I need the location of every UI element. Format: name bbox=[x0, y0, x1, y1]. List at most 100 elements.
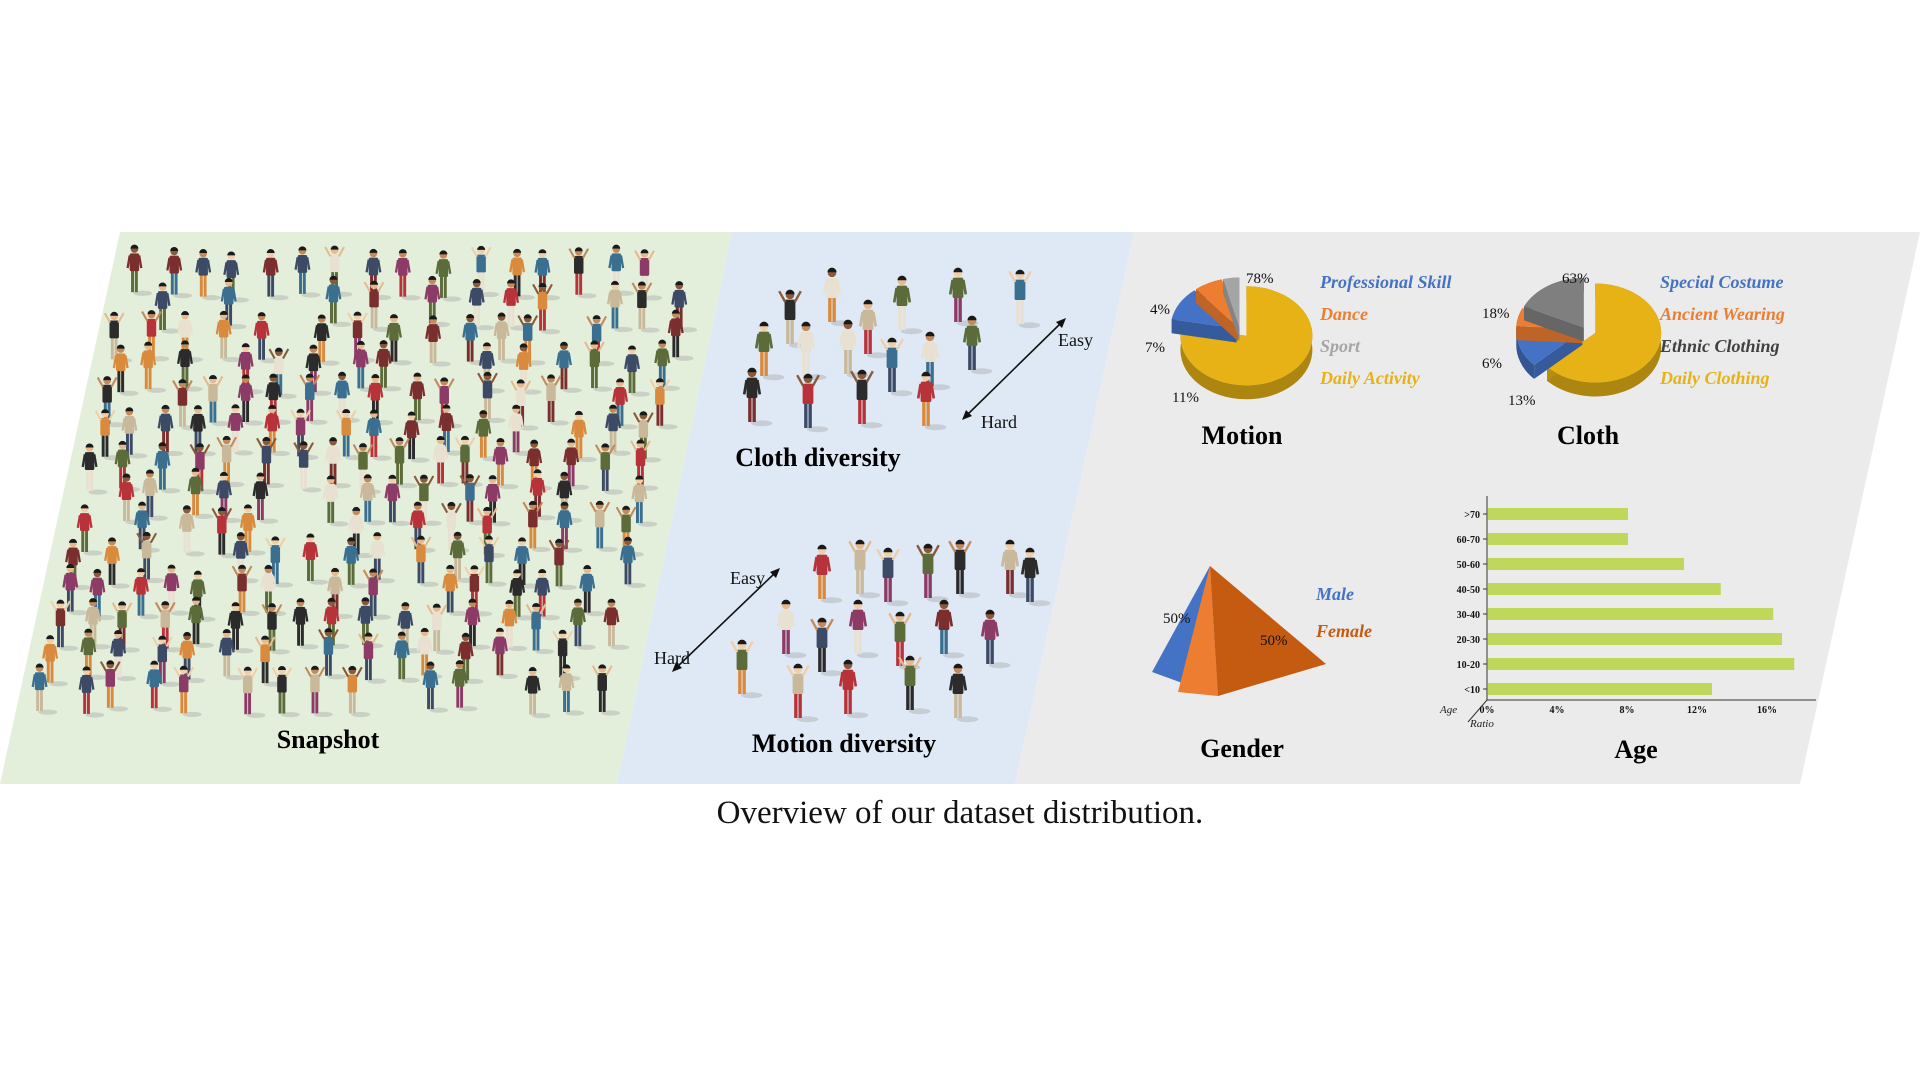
crowd-person bbox=[508, 404, 534, 456]
legend-entry: Daily Clothing bbox=[1659, 368, 1770, 388]
snapshot-crowd bbox=[31, 244, 698, 719]
crowd-person bbox=[322, 475, 349, 527]
crowd-person bbox=[133, 568, 159, 620]
crowd-person bbox=[375, 340, 402, 392]
age-bar bbox=[1488, 508, 1628, 520]
age-bar-chart: >70 60-70 50-60 40-50 30-40 20-30 10-20 <100% 4%… bbox=[1439, 496, 1816, 764]
motion-person bbox=[838, 659, 869, 719]
age-bar bbox=[1488, 658, 1795, 670]
motion-person bbox=[776, 599, 807, 659]
crowd-person bbox=[343, 537, 370, 589]
age-bar bbox=[1488, 683, 1712, 695]
legend-entry: Daily Activity bbox=[1319, 368, 1421, 388]
cloth-person bbox=[796, 373, 829, 433]
y-tick-label: 50-60 bbox=[1457, 560, 1480, 571]
crowd-person bbox=[509, 248, 535, 301]
crowd-person bbox=[239, 504, 266, 556]
crowd-person bbox=[78, 666, 105, 718]
crowd-person bbox=[475, 410, 502, 462]
legend-entry-female: Female bbox=[1315, 621, 1372, 641]
crowd-person bbox=[603, 598, 630, 650]
pie-value-label: 11% bbox=[1172, 390, 1199, 406]
crowd-person bbox=[416, 627, 443, 680]
motion-diversity-people bbox=[730, 539, 1051, 723]
motion-person bbox=[898, 655, 931, 715]
crowd-person bbox=[187, 467, 214, 519]
crowd-person bbox=[42, 635, 68, 687]
crowd-person bbox=[359, 474, 386, 526]
motion-pie-chart: 11% 7% 4% 78% Professional Skill Dance Sport Da… bbox=[1145, 271, 1452, 450]
crowd-person bbox=[386, 314, 412, 366]
legend-entry: Professional Skill bbox=[1319, 272, 1452, 292]
crowd-person bbox=[31, 663, 58, 715]
y-tick-label: >70 bbox=[1464, 510, 1480, 521]
crowd-person bbox=[146, 660, 173, 712]
crowd-person bbox=[348, 506, 375, 559]
crowd-person bbox=[271, 665, 300, 718]
crowd-person bbox=[112, 344, 139, 396]
age-bar bbox=[1488, 558, 1684, 570]
legend-entry: Ethnic Clothing bbox=[1659, 336, 1780, 356]
crowd-person bbox=[299, 373, 328, 425]
cloth-pie-chart: 13% 6% 18% 63% Special Costume Ancient Wearin… bbox=[1482, 271, 1785, 450]
chart-title: Motion bbox=[1202, 421, 1283, 450]
crowd-person bbox=[409, 372, 436, 424]
pyramid-face-female bbox=[1210, 566, 1326, 696]
crowd-person bbox=[261, 603, 290, 655]
pie-value-label: 63% bbox=[1562, 271, 1590, 287]
cloth-person bbox=[796, 321, 827, 381]
motion-person bbox=[848, 599, 879, 659]
motion-person bbox=[812, 544, 843, 604]
crowd-person bbox=[671, 281, 698, 333]
crowd-person bbox=[503, 279, 529, 331]
crowd-person bbox=[540, 374, 569, 426]
crowd-person bbox=[188, 596, 214, 648]
y-tick-label: 60-70 bbox=[1457, 535, 1480, 546]
cloth-hard-label: Hard bbox=[981, 412, 1017, 432]
crowd-person bbox=[435, 250, 462, 302]
crowd-person bbox=[563, 438, 590, 490]
crowd-person bbox=[619, 536, 646, 589]
crowd-person bbox=[323, 597, 350, 649]
motion-diversity-label: Motion diversity bbox=[752, 729, 936, 758]
crowd-person bbox=[556, 341, 582, 393]
motion-easy-label: Easy bbox=[730, 568, 765, 588]
motion-person bbox=[848, 539, 881, 599]
cloth-person bbox=[850, 369, 883, 429]
crowd-person bbox=[594, 443, 624, 495]
cloth-person bbox=[916, 371, 947, 431]
cloth-person bbox=[1008, 269, 1041, 329]
crowd-person bbox=[579, 565, 606, 617]
crowd-person bbox=[524, 667, 551, 719]
cloth-diversity-label: Cloth diversity bbox=[735, 443, 900, 472]
crowd-person bbox=[584, 340, 613, 392]
x-tick-label: 12% bbox=[1687, 705, 1707, 716]
crowd-person bbox=[442, 564, 469, 617]
crowd-person bbox=[318, 628, 347, 680]
crowd-person bbox=[140, 341, 167, 393]
cloth-diversity-people bbox=[742, 267, 1041, 433]
crowd-person bbox=[425, 315, 451, 367]
crowd-person bbox=[151, 635, 181, 687]
crowd-person bbox=[313, 314, 340, 366]
crowd-person bbox=[293, 441, 322, 493]
cloth-person bbox=[880, 337, 913, 397]
crowd-person bbox=[62, 563, 89, 616]
age-bar bbox=[1488, 583, 1721, 595]
crowd-person bbox=[449, 531, 476, 583]
crowd-person bbox=[166, 246, 193, 299]
crowd-person bbox=[178, 505, 205, 557]
pie-slice-ethnic-clothing bbox=[1524, 277, 1584, 342]
crowd-person bbox=[80, 628, 107, 680]
x-axis-label: Ratio bbox=[1469, 718, 1494, 730]
gender-male-value: 50% bbox=[1163, 611, 1191, 627]
x-tick-label: 8% bbox=[1620, 705, 1635, 716]
crowd-person bbox=[195, 249, 222, 301]
crowd-person bbox=[252, 472, 279, 524]
crowd-person bbox=[99, 660, 129, 712]
crowd-person bbox=[126, 244, 153, 296]
legend-entry: Ancient Wearing bbox=[1659, 304, 1785, 324]
crowd-person bbox=[438, 404, 465, 456]
crowd-person bbox=[325, 275, 352, 327]
